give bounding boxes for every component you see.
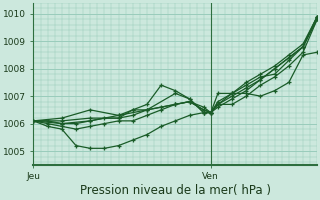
X-axis label: Pression niveau de la mer( hPa ): Pression niveau de la mer( hPa ) bbox=[80, 184, 271, 197]
